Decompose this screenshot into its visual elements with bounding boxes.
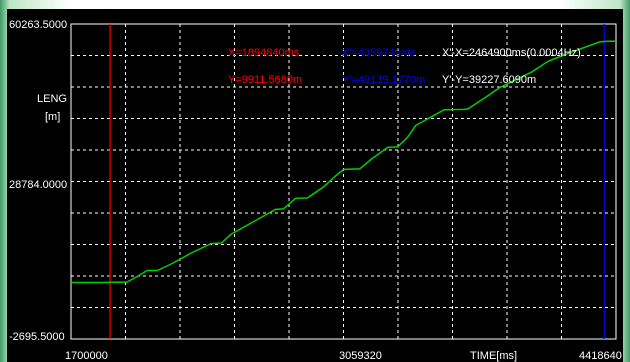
delta-x-readout: X'-X=2464900ms(0.0004Hz) <box>442 47 581 59</box>
x-tick-label: 1700000 <box>65 350 108 362</box>
cursor2-y-readout: Y'=49139.1770m <box>342 74 425 86</box>
cursor1-y-readout: Y=9911.5680m <box>228 74 302 86</box>
x-tick-label: 3059320 <box>339 350 382 362</box>
x-tick-label: 4418640 <box>579 350 622 362</box>
y-tick-label: 60263.5000 <box>9 19 67 31</box>
y-tick-label: -2695.5000 <box>9 331 65 343</box>
cursor1-x-readout: X=1894840ms <box>228 47 300 59</box>
cursor-lines[interactable] <box>109 24 605 339</box>
plot-frame <box>70 23 617 340</box>
data-line <box>71 40 616 284</box>
cursor2-x-readout: X'=4359740ms <box>342 47 416 59</box>
y-axis-label: LENG <box>37 93 67 105</box>
line-chart: 60263.5000 28784.0000 -2695.5000 LENG [m… <box>9 19 622 362</box>
y-axis-unit: [m] <box>45 111 60 123</box>
grid <box>71 24 616 339</box>
x-axis-label: TIME[ms] <box>470 350 517 362</box>
scope-display: 60263.5000 28784.0000 -2695.5000 LENG [m… <box>7 9 623 362</box>
y-tick-label: 28784.0000 <box>9 179 67 191</box>
delta-y-readout: Y'-Y=39227.6090m <box>442 74 536 86</box>
